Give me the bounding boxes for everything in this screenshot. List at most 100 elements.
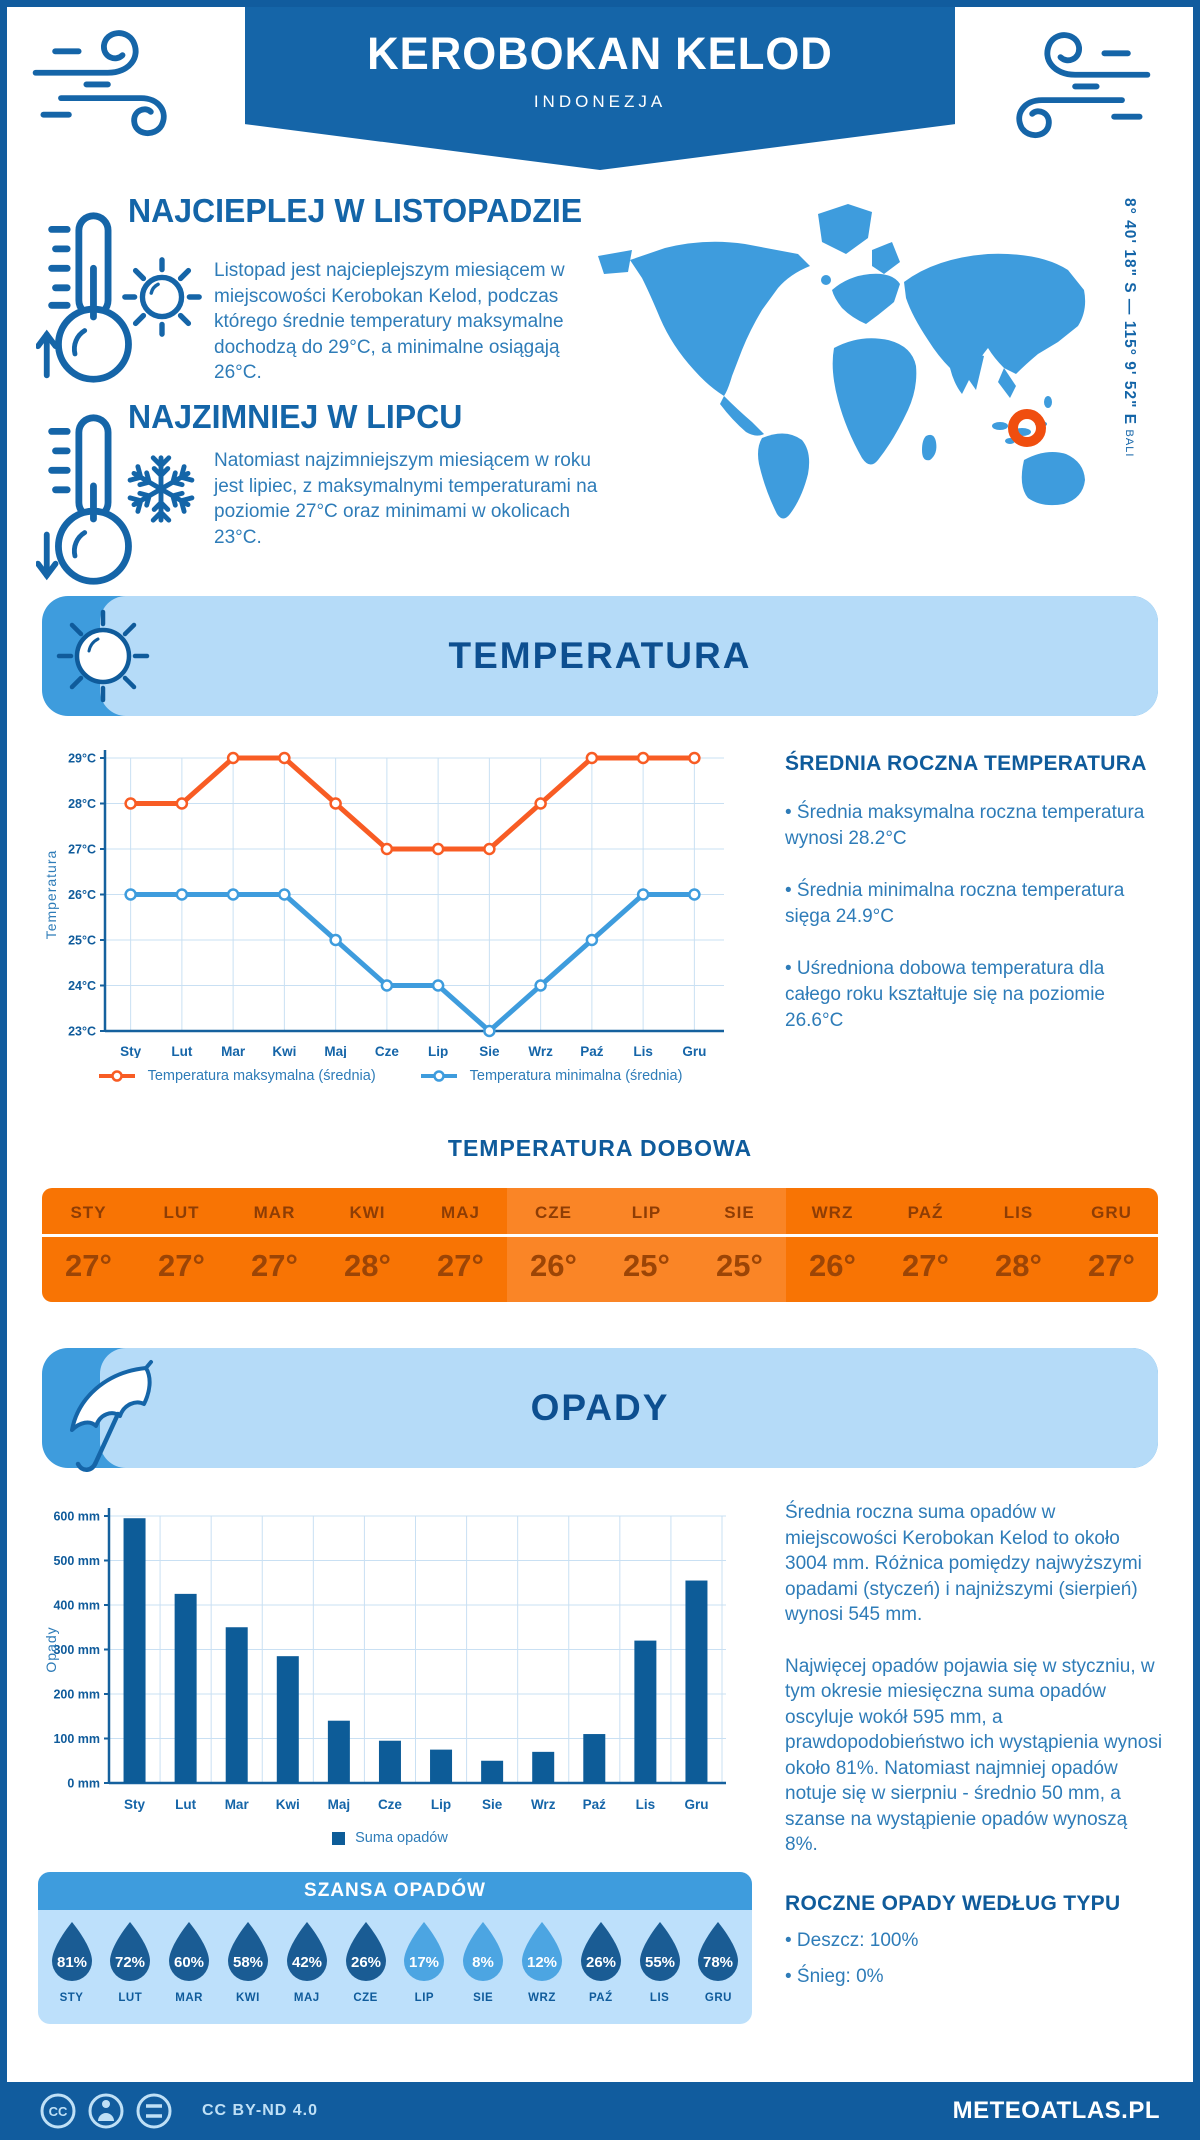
table-temp-value: 28° bbox=[344, 1248, 391, 1283]
precipitation-section-banner: OPADY bbox=[42, 1348, 1158, 1472]
svg-text:27°C: 27°C bbox=[68, 843, 96, 857]
table-column: MAR 27° bbox=[228, 1188, 321, 1302]
sun-icon bbox=[56, 609, 150, 703]
raindrop-icon: 26% bbox=[345, 1922, 386, 1981]
table-month-header: GRU bbox=[1091, 1203, 1132, 1222]
footer: CC CC BY-ND 4.0 METEOATLAS.PL bbox=[0, 2082, 1200, 2140]
raindrop-icon: 55% bbox=[639, 1922, 680, 1981]
precip-paragraph: Najwięcej opadów pojawia się w styczniu,… bbox=[785, 1655, 1163, 1856]
annual-temp-bullet: • Średnia minimalna roczna temperatura s… bbox=[785, 880, 1125, 927]
rain-drop-item: 12% WRZ bbox=[519, 1920, 566, 2004]
table-month-header: MAJ bbox=[441, 1203, 480, 1222]
svg-text:Kwi: Kwi bbox=[272, 1044, 296, 1058]
rain-drop-item: 26% PAŹ bbox=[577, 1920, 624, 2004]
svg-text:Kwi: Kwi bbox=[276, 1797, 300, 1812]
table-column: LUT 27° bbox=[135, 1188, 228, 1302]
raindrop-icon: 72% bbox=[110, 1922, 151, 1981]
svg-text:12%: 12% bbox=[527, 1954, 557, 1971]
svg-text:Temperatura: Temperatura bbox=[43, 850, 59, 940]
svg-text:Gru: Gru bbox=[684, 1797, 708, 1812]
rain-chance-panel: SZANSA OPADÓW 81% STY 72% LUT 60% MAR 58% KWI 42… bbox=[38, 1872, 752, 2024]
drop-month-label: GRU bbox=[704, 1992, 732, 2004]
svg-text:600 mm: 600 mm bbox=[53, 1510, 100, 1524]
precip-paragraph: Średnia roczna suma opadów w miejscowośc… bbox=[785, 1502, 1142, 1625]
legend-item: Suma opadów bbox=[332, 1830, 448, 1846]
wind-icon bbox=[1016, 32, 1151, 138]
table-temp-value: 26° bbox=[530, 1248, 577, 1283]
table-column: STY 27° bbox=[42, 1188, 135, 1302]
table-month-header: PAŹ bbox=[907, 1203, 944, 1222]
rain-drop-item: 42% MAJ bbox=[283, 1920, 330, 2004]
svg-text:200 mm: 200 mm bbox=[53, 1688, 100, 1702]
warmest-body: Listopad jest najcieplejszym miesiącem w… bbox=[214, 260, 565, 383]
svg-text:26%: 26% bbox=[586, 1954, 616, 1971]
svg-text:26%: 26% bbox=[351, 1954, 381, 1971]
coordinates-text: 8° 40' 18" S — 115° 9' 52" E bbox=[1121, 198, 1138, 426]
table-month-header: SIE bbox=[724, 1203, 755, 1222]
table-column: SIE 25° bbox=[693, 1188, 786, 1302]
license-label: CC BY-ND 4.0 bbox=[202, 2102, 319, 2119]
svg-text:Mar: Mar bbox=[225, 1797, 250, 1812]
svg-text:42%: 42% bbox=[292, 1954, 322, 1971]
table-temp-value: 27° bbox=[251, 1248, 298, 1283]
temperature-chart-legend: Temperatura maksymalna (średnia) Temperat… bbox=[70, 1068, 710, 1084]
table-month-header: CZE bbox=[535, 1203, 572, 1222]
drop-month-label: SIE bbox=[473, 1992, 494, 2004]
thermometer-up-icon bbox=[36, 212, 132, 383]
svg-text:Lip: Lip bbox=[431, 1797, 451, 1812]
snowflake-icon bbox=[127, 455, 195, 523]
drop-month-label: CZE bbox=[353, 1992, 378, 2004]
raindrop-icon: 26% bbox=[580, 1922, 621, 1981]
table-month-header: MAR bbox=[253, 1203, 296, 1222]
svg-text:Lut: Lut bbox=[171, 1044, 192, 1058]
precip-type-heading: ROCZNE OPADY WEDŁUG TYPU bbox=[785, 1891, 1121, 1915]
legend-item: Temperatura minimalna (średnia) bbox=[420, 1068, 682, 1084]
rain-drop-item: 58% KWI bbox=[224, 1920, 271, 2004]
table-column: GRU 27° bbox=[1065, 1188, 1158, 1302]
drop-month-label: MAR bbox=[175, 1992, 203, 2004]
raindrop-icon: 78% bbox=[698, 1922, 739, 1981]
svg-text:Sie: Sie bbox=[482, 1797, 503, 1812]
svg-text:58%: 58% bbox=[233, 1954, 263, 1971]
annual-temp-heading: ŚREDNIA ROCZNA TEMPERATURA bbox=[785, 752, 1147, 775]
table-column: PAŹ 27° bbox=[879, 1188, 972, 1302]
svg-text:Mar: Mar bbox=[221, 1044, 246, 1058]
precipitation-section-title: OPADY bbox=[530, 1387, 670, 1428]
svg-text:500 mm: 500 mm bbox=[53, 1554, 100, 1568]
svg-text:Opady: Opady bbox=[43, 1626, 59, 1672]
svg-text:Lis: Lis bbox=[636, 1797, 656, 1812]
svg-text:Wrz: Wrz bbox=[531, 1797, 556, 1812]
svg-text:17%: 17% bbox=[409, 1954, 439, 1971]
svg-text:78%: 78% bbox=[703, 1954, 733, 1971]
svg-text:Sty: Sty bbox=[120, 1044, 142, 1058]
svg-text:28°C: 28°C bbox=[68, 797, 96, 811]
svg-text:Gru: Gru bbox=[682, 1044, 706, 1058]
coordinates-block: 8° 40' 18" S — 115° 9' 52" E BALI bbox=[1120, 198, 1138, 618]
daily-temp-heading: TEMPERATURA DOBOWA bbox=[447, 1135, 753, 1161]
rain-chance-drops: 81% STY 72% LUT 60% MAR 58% KWI 42% MAJ 26% CZE 17% L… bbox=[38, 1910, 752, 2004]
svg-text:400 mm: 400 mm bbox=[53, 1599, 100, 1613]
legend-swatch bbox=[332, 1831, 346, 1845]
svg-text:81%: 81% bbox=[56, 1954, 86, 1971]
svg-text:0 mm: 0 mm bbox=[67, 1777, 100, 1791]
svg-text:24°C: 24°C bbox=[68, 979, 96, 993]
table-temp-value: 27° bbox=[1088, 1248, 1135, 1283]
thermometer-down-icon bbox=[36, 414, 132, 585]
rain-drop-item: 81% STY bbox=[48, 1920, 95, 2004]
svg-text:8%: 8% bbox=[472, 1954, 494, 1971]
table-temp-value: 27° bbox=[902, 1248, 949, 1283]
svg-text:60%: 60% bbox=[174, 1954, 204, 1971]
svg-text:23°C: 23°C bbox=[68, 1025, 96, 1039]
drop-month-label: STY bbox=[59, 1992, 84, 2004]
rain-drop-item: 60% MAR bbox=[166, 1920, 213, 2004]
svg-text:Paź: Paź bbox=[580, 1044, 604, 1058]
page-title: KEROBOKAN KELOD bbox=[367, 28, 833, 79]
sun-icon bbox=[122, 257, 202, 337]
svg-text:Lut: Lut bbox=[175, 1797, 196, 1812]
drop-month-label: MAJ bbox=[293, 1992, 320, 2004]
svg-text:Cze: Cze bbox=[378, 1797, 402, 1812]
table-month-header: LIS bbox=[1003, 1203, 1034, 1222]
drop-month-label: LIS bbox=[649, 1992, 670, 2004]
daily-temp-table: STY 27° LUT 27° MAR 27° KWI 28° MAJ 27° CZE 26° LIP 2… bbox=[42, 1188, 1158, 1302]
svg-text:300 mm: 300 mm bbox=[53, 1643, 100, 1657]
